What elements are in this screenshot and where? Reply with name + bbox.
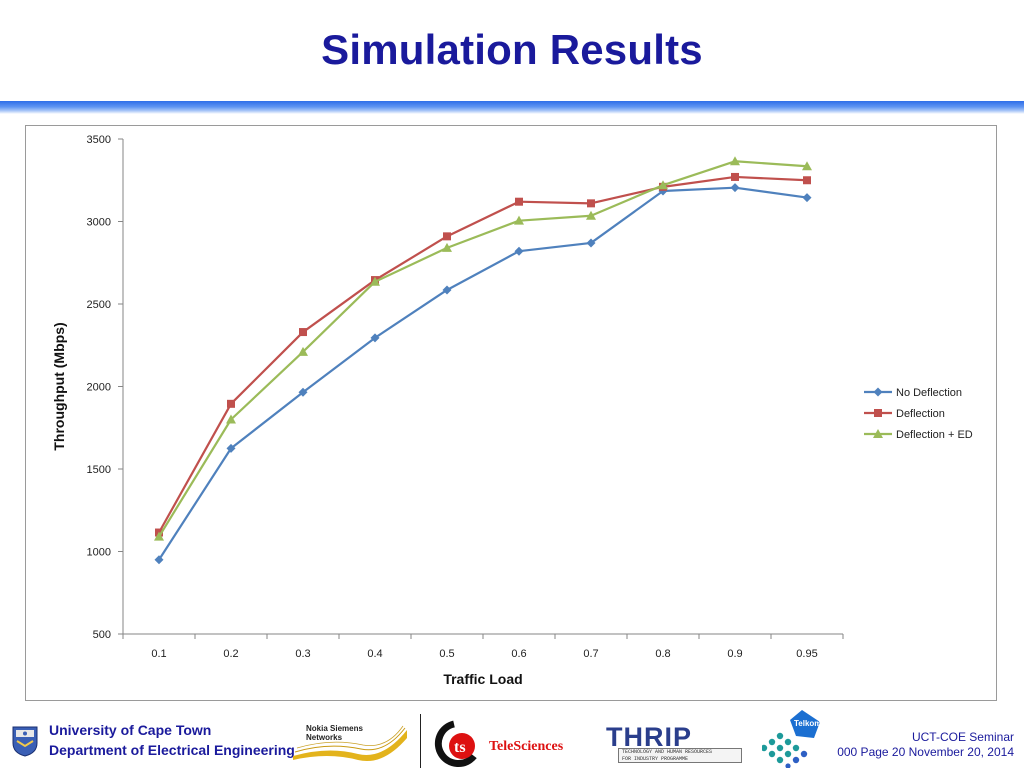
y-tick-label: 500 [93, 629, 111, 641]
telesciences-text: TeleSciences [489, 739, 564, 754]
data-point [586, 238, 596, 248]
legend-marker [873, 387, 883, 397]
x-tick-label: 0.1 [151, 648, 166, 660]
slide-title: Simulation Results [321, 26, 703, 73]
telkom-dots-icon: Telkom [762, 710, 821, 768]
thrip-sub-line-2: FOR INDUSTRY PROGRAMME [622, 755, 689, 762]
thrip-subtitle: TECHNOLOGY AND HUMAN RESOURCES FOR INDUS… [618, 748, 742, 763]
svg-text:ts: ts [454, 739, 466, 756]
legend-label: Deflection [896, 408, 945, 420]
thrip-text: THRIP [606, 722, 692, 752]
data-point [802, 161, 812, 171]
x-tick-label: 0.2 [223, 648, 238, 660]
uct-name: University of Cape Town [49, 722, 212, 738]
nokia-siemens-waves-icon [293, 725, 407, 762]
x-tick-label: 0.3 [295, 648, 310, 660]
data-point [731, 172, 739, 181]
footer: University of Cape Town Department of El… [0, 708, 1024, 768]
y-tick-label: 2500 [87, 299, 111, 311]
y-tick-label: 1000 [87, 547, 111, 559]
y-tick-label: 3000 [87, 217, 111, 229]
data-point [443, 232, 451, 241]
y-axis-title: Throughput (Mbps) [51, 322, 67, 450]
nsn-line-1: Nokia Siemens [306, 724, 363, 733]
nsn-logo: Nokia Siemens Networks [283, 716, 408, 764]
data-point [658, 180, 668, 190]
y-tick-label: 1500 [87, 464, 111, 476]
data-point [514, 246, 524, 256]
legend-label: Deflection + ED [896, 429, 973, 441]
x-tick-label: 0.4 [367, 648, 382, 660]
throughput-chart: 500 1000 1500 2000 2500 3000 3500 0.1 0.2 0.3 0.4 0… [51, 134, 973, 687]
nsn-text: Nokia Siemens Networks [306, 724, 363, 742]
data-point [370, 276, 380, 286]
chart-frame: 500 1000 1500 2000 2500 3000 3500 0.1 0.2 0.3 0.4 0… [25, 125, 997, 701]
x-axis-title: Traffic Load [443, 671, 522, 687]
legend-marker [873, 429, 883, 438]
x-tick-label: 0.95 [796, 648, 817, 660]
university-crest-icon [12, 726, 38, 757]
x-tick-label: 0.7 [583, 648, 598, 660]
series-1 [155, 172, 811, 537]
telesciences-ts-icon: ts [434, 720, 477, 768]
footer-separator [420, 714, 421, 768]
data-point [587, 199, 595, 208]
data-point [298, 346, 308, 356]
x-tick-label: 0.5 [439, 648, 454, 660]
data-point [730, 183, 740, 193]
series-2 [154, 156, 812, 541]
title-rule [0, 101, 1024, 114]
x-tick-label: 0.6 [511, 648, 526, 660]
nsn-line-2: Networks [306, 733, 343, 742]
series-line [158, 186, 808, 561]
legend-label: No Deflection [896, 387, 962, 399]
data-point [442, 285, 452, 295]
data-point [226, 443, 236, 453]
thrip-logo: THRIP TECHNOLOGY AND HUMAN RESOURCES FOR… [606, 722, 746, 764]
data-point [802, 193, 812, 203]
data-point [442, 242, 452, 252]
y-tick-label: 2000 [87, 382, 111, 394]
telkom-text: Telkom [794, 719, 821, 728]
y-tick-label: 3500 [87, 134, 111, 146]
data-point [299, 328, 307, 337]
thrip-sub-line-1: TECHNOLOGY AND HUMAN RESOURCES [622, 749, 713, 755]
series-line [158, 160, 808, 538]
legend-marker [874, 409, 882, 417]
data-point [298, 387, 308, 397]
data-point [227, 399, 235, 408]
uct-department: Department of Electrical Engineering [49, 742, 295, 758]
data-point [515, 197, 523, 206]
data-point [370, 333, 380, 343]
series-0 [154, 183, 812, 565]
x-tick-label: 0.8 [655, 648, 670, 660]
x-tick-label: 0.9 [727, 648, 742, 660]
data-point [514, 215, 524, 225]
data-point [586, 210, 596, 220]
data-point [803, 176, 811, 185]
data-point [154, 555, 164, 565]
data-point [730, 156, 740, 166]
series-line [158, 175, 808, 534]
data-point [226, 414, 236, 424]
data-point [154, 531, 164, 541]
seminar-page-date: 000 Page 20 November 20, 2014 [837, 745, 1014, 759]
telesciences-logo: ts TeleSciences [432, 720, 582, 768]
seminar-title: UCT-COE Seminar [911, 730, 1014, 744]
